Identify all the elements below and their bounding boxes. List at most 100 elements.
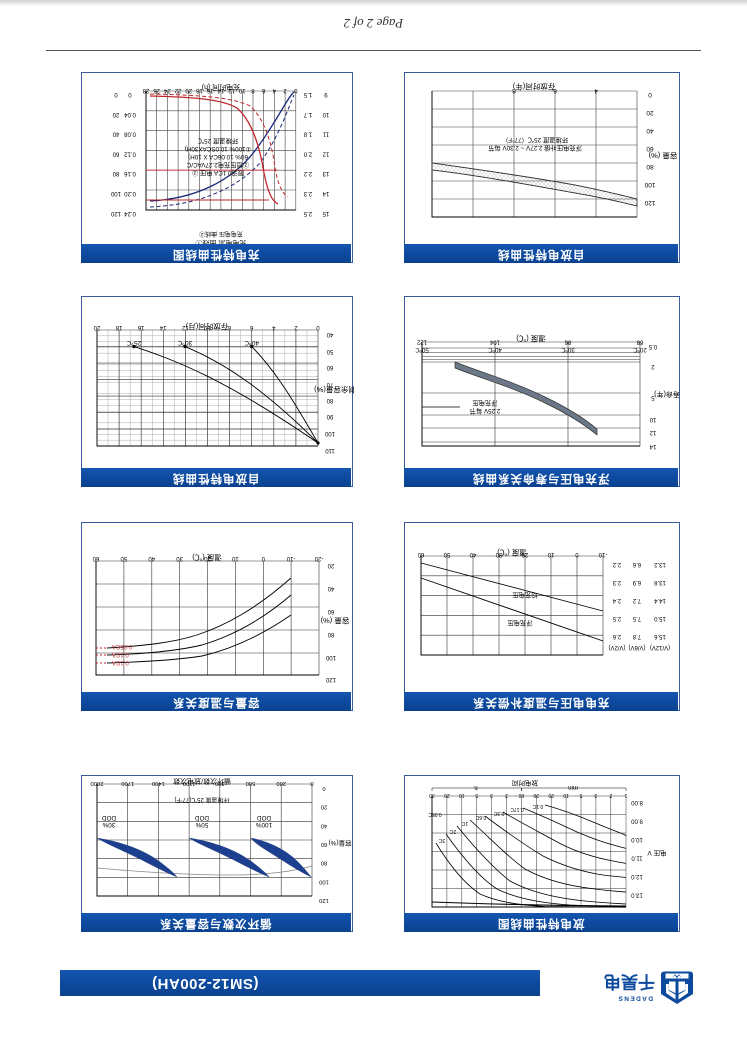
svg-text:容量 (%): 容量 (%) [320, 616, 349, 626]
svg-text:2: 2 [651, 363, 655, 369]
svg-text:1400: 1400 [152, 780, 165, 786]
svg-text:DADENS: DADENS [617, 995, 653, 1002]
svg-text:30℃: 30℃ [561, 346, 575, 352]
svg-text:2.6: 2.6 [612, 633, 621, 639]
svg-text:充电电压 曲线②: 充电电压 曲线② [199, 230, 243, 238]
svg-text:h: h [474, 784, 477, 790]
svg-text:40℃: 40℃ [488, 346, 502, 352]
svg-text:9.00: 9.00 [631, 818, 643, 824]
svg-text:2C: 2C [449, 828, 456, 834]
svg-text:20: 20 [521, 551, 528, 557]
svg-text:温度 (℃): 温度 (℃) [516, 334, 546, 344]
svg-text:1100: 1100 [183, 780, 195, 786]
svg-text:50%: 50% [195, 821, 208, 828]
svg-text:100: 100 [325, 654, 336, 660]
svg-text:0.5: 0.5 [648, 343, 657, 349]
svg-text:20: 20 [444, 792, 450, 798]
svg-text:2000: 2000 [91, 780, 104, 786]
svg-text:10: 10 [649, 416, 656, 422]
svg-text:13: 13 [322, 170, 329, 176]
svg-text:2: 2 [294, 324, 298, 330]
svg-text:2.25V 每节: 2.25V 每节 [470, 407, 501, 416]
svg-text:60: 60 [327, 608, 334, 614]
svg-text:120: 120 [644, 199, 655, 206]
svg-text:14: 14 [322, 190, 329, 196]
svg-text:9: 9 [324, 91, 328, 97]
svg-text:80: 80 [327, 631, 334, 637]
svg-text:4: 4 [271, 324, 275, 330]
svg-text:3: 3 [594, 792, 597, 798]
svg-text:80: 80 [646, 163, 654, 170]
svg-text:25℃: 25℃ [126, 339, 141, 346]
svg-text:13.2: 13.2 [654, 561, 666, 567]
svg-text:40: 40 [327, 585, 334, 591]
svg-text:24: 24 [163, 87, 170, 93]
svg-text:20: 20 [185, 87, 192, 93]
svg-text:0.3C: 0.3C [493, 810, 504, 816]
svg-text:10: 10 [459, 792, 465, 798]
svg-text:18: 18 [196, 87, 203, 93]
svg-text:3C: 3C [438, 837, 445, 843]
svg-text:min: min [568, 784, 578, 790]
svg-text:2: 2 [505, 792, 508, 798]
svg-text:千昊电: 千昊电 [604, 972, 655, 992]
svg-text:0.12: 0.12 [124, 150, 136, 156]
svg-text:30: 30 [495, 551, 502, 557]
svg-text:0.16: 0.16 [124, 170, 136, 176]
svg-text:11: 11 [322, 131, 329, 137]
svg-text:20: 20 [327, 562, 334, 568]
svg-text:0: 0 [261, 555, 265, 561]
svg-text:环境温度 25℃: 环境温度 25℃ [197, 137, 238, 146]
svg-text:1.8: 1.8 [303, 131, 312, 137]
svg-text:(V/2V): (V/2V) [608, 644, 625, 650]
svg-text:40℃: 40℃ [244, 339, 259, 346]
svg-text:寿命(年): 寿命(年) [654, 390, 680, 399]
svg-text:2.2: 2.2 [612, 561, 621, 567]
svg-text:104: 104 [489, 339, 500, 345]
svg-text:(V/6V): (V/6V) [628, 644, 645, 650]
svg-text:14: 14 [159, 324, 166, 330]
svg-text:-20: -20 [314, 555, 323, 561]
svg-text:40: 40 [469, 551, 476, 557]
svg-text:2: 2 [609, 792, 612, 798]
svg-text:存放时间(年): 存放时间(年) [512, 82, 555, 92]
svg-text:30: 30 [429, 792, 435, 798]
svg-text:0.6C: 0.6C [475, 814, 486, 820]
svg-text:0.08: 0.08 [124, 131, 136, 137]
svg-text:30: 30 [176, 555, 183, 561]
svg-text:50: 50 [443, 551, 450, 557]
svg-text:3: 3 [490, 792, 493, 798]
svg-text:0.04: 0.04 [124, 111, 136, 117]
svg-text:11.0: 11.0 [631, 855, 643, 861]
svg-text:2.4: 2.4 [612, 597, 621, 603]
svg-text:0.05C: 0.05C [428, 811, 442, 817]
svg-text:容量(%): 容量(%) [328, 839, 351, 848]
svg-text:100: 100 [319, 878, 329, 884]
svg-text:80: 80 [326, 397, 333, 403]
svg-text:环境温度 25℃(77°F): 环境温度 25℃(77°F) [174, 796, 229, 804]
svg-text:1700: 1700 [121, 780, 134, 786]
svg-text:环境温度 25℃（77°F）: 环境温度 25℃（77°F） [502, 136, 568, 145]
svg-text:2.5: 2.5 [303, 210, 312, 216]
svg-text:0: 0 [316, 324, 320, 330]
svg-text:40: 40 [148, 555, 155, 561]
svg-text:DOD: DOD [195, 814, 209, 821]
svg-text:60: 60 [92, 555, 99, 561]
svg-text:8: 8 [512, 87, 516, 94]
svg-text:60: 60 [417, 551, 424, 557]
svg-text:122: 122 [416, 339, 427, 345]
svg-text:0.05CA: 0.05CA [112, 643, 132, 649]
svg-text:13.8: 13.8 [654, 579, 666, 585]
svg-text:1.7: 1.7 [303, 111, 312, 117]
svg-text:20: 20 [646, 109, 654, 116]
svg-text:80: 80 [112, 170, 119, 176]
svg-text:6.9: 6.9 [632, 579, 641, 585]
svg-text:120: 120 [319, 897, 329, 903]
svg-text:1C: 1C [461, 820, 468, 826]
svg-text:30℃: 30℃ [177, 339, 192, 346]
svg-text:100%: 100% [256, 821, 273, 828]
svg-text:18: 18 [115, 324, 122, 330]
svg-text:2.3: 2.3 [612, 579, 621, 585]
svg-text:60: 60 [646, 145, 654, 152]
svg-text:浮充电压: 浮充电压 [472, 399, 498, 408]
